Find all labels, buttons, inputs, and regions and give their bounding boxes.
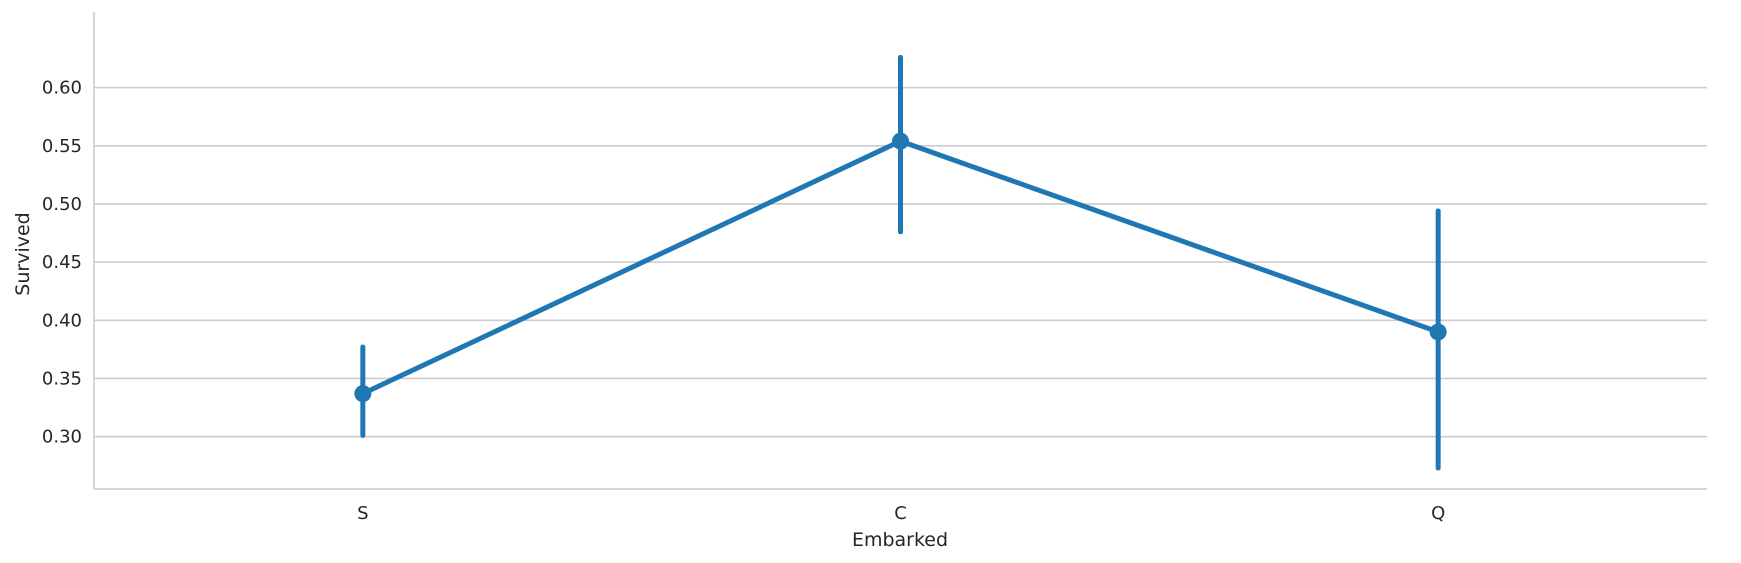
x-axis-label: Embarked — [852, 529, 948, 551]
y-tick-label: 0.50 — [42, 194, 82, 215]
x-tick-label: Q — [1431, 503, 1445, 524]
data-point — [892, 132, 909, 150]
x-tick-label: C — [894, 503, 907, 524]
y-tick-label: 0.35 — [42, 368, 82, 389]
y-tick-label: 0.60 — [42, 78, 82, 99]
x-tick-label: S — [357, 503, 368, 524]
y-axis-label: Survived — [12, 212, 34, 295]
data-point — [354, 385, 372, 403]
series-survived — [354, 54, 1447, 471]
y-tick-label: 0.45 — [42, 252, 82, 273]
y-tick-label: 0.55 — [42, 136, 82, 157]
y-tick-label: 0.30 — [42, 427, 82, 448]
y-tick-labels: 0.30 0.35 0.40 0.45 0.50 0.55 0.60 — [42, 78, 82, 448]
data-point — [1429, 323, 1447, 341]
y-tick-label: 0.40 — [42, 310, 82, 331]
